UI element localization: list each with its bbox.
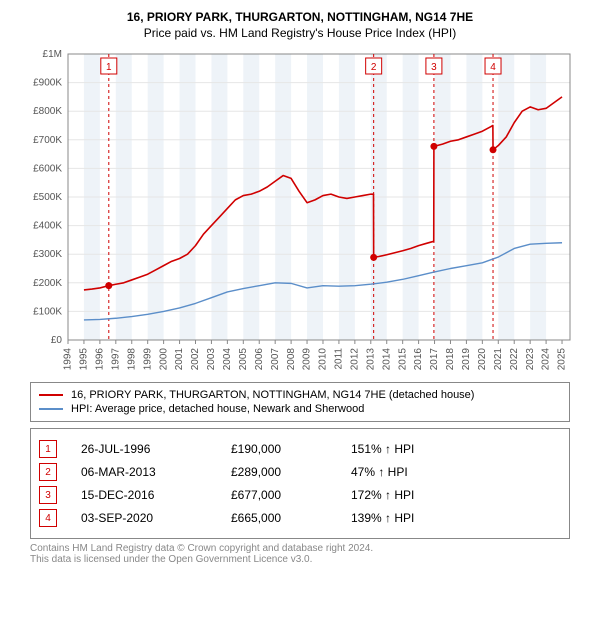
transaction-row: 4 03-SEP-2020£665,000139% ↑ HPI — [39, 509, 561, 527]
svg-text:2002: 2002 — [190, 348, 201, 371]
transaction-pct: 151% ↑ HPI — [351, 442, 501, 456]
transaction-row: 1 26-JUL-1996£190,000151% ↑ HPI — [39, 440, 561, 458]
svg-text:2008: 2008 — [286, 348, 297, 371]
svg-text:1: 1 — [106, 62, 112, 73]
svg-text:2021: 2021 — [493, 348, 504, 371]
svg-text:2012: 2012 — [349, 348, 360, 371]
svg-text:£700K: £700K — [33, 135, 62, 146]
transaction-date: 15-DEC-2016 — [81, 488, 231, 502]
svg-text:£100K: £100K — [33, 306, 62, 317]
svg-text:2011: 2011 — [334, 348, 345, 370]
transaction-marker: 3 — [39, 486, 57, 504]
svg-text:2001: 2001 — [174, 348, 185, 371]
chart-area: £0 £100K £200K £300K £400K £500K £600K £700K £80… — [20, 46, 580, 376]
transaction-pct: 172% ↑ HPI — [351, 488, 501, 502]
transaction-price: £190,000 — [231, 442, 351, 456]
svg-text:3: 3 — [431, 62, 437, 73]
price-chart-svg: £0 £100K £200K £300K £400K £500K £600K £700K £80… — [20, 46, 580, 376]
page-container: 16, PRIORY PARK, THURGARTON, NOTTINGHAM,… — [0, 0, 600, 573]
transaction-marker: 1 — [39, 440, 57, 458]
svg-text:£0: £0 — [51, 335, 63, 346]
chart-title-sub: Price paid vs. HM Land Registry's House … — [8, 26, 592, 40]
transactions-table: 1 26-JUL-1996£190,000151% ↑ HPI 2 06-MAR-20… — [30, 428, 570, 539]
svg-text:2007: 2007 — [270, 348, 281, 371]
svg-text:2019: 2019 — [461, 348, 472, 371]
transaction-price: £289,000 — [231, 465, 351, 479]
transaction-marker: 2 — [39, 463, 57, 481]
legend-label: 16, PRIORY PARK, THURGARTON, NOTTINGHAM,… — [71, 389, 474, 401]
transaction-row: 2 06-MAR-2013£289,00047% ↑ HPI — [39, 463, 561, 481]
transaction-date: 26-JUL-1996 — [81, 442, 231, 456]
svg-text:2024: 2024 — [541, 348, 552, 371]
svg-text:2004: 2004 — [222, 348, 233, 371]
transaction-price: £665,000 — [231, 511, 351, 525]
svg-text:£1M: £1M — [43, 49, 62, 60]
svg-text:2018: 2018 — [445, 348, 456, 371]
svg-text:£500K: £500K — [33, 192, 62, 203]
svg-text:2000: 2000 — [158, 348, 169, 371]
svg-text:2013: 2013 — [365, 348, 376, 371]
transaction-pct: 139% ↑ HPI — [351, 511, 501, 525]
legend-label: HPI: Average price, detached house, Newa… — [71, 403, 364, 415]
footer-line-1: Contains HM Land Registry data © Crown c… — [30, 543, 570, 554]
svg-text:2010: 2010 — [318, 348, 329, 371]
svg-text:2015: 2015 — [397, 348, 408, 371]
svg-text:1994: 1994 — [63, 348, 74, 371]
chart-title-address: 16, PRIORY PARK, THURGARTON, NOTTINGHAM,… — [8, 10, 592, 24]
legend-box: 16, PRIORY PARK, THURGARTON, NOTTINGHAM,… — [30, 382, 570, 422]
svg-text:2023: 2023 — [525, 348, 536, 371]
svg-text:£300K: £300K — [33, 249, 62, 260]
svg-text:2005: 2005 — [238, 348, 249, 371]
transaction-row: 3 15-DEC-2016£677,000172% ↑ HPI — [39, 486, 561, 504]
transaction-date: 03-SEP-2020 — [81, 511, 231, 525]
footer-line-2: This data is licensed under the Open Gov… — [30, 554, 570, 565]
svg-text:2025: 2025 — [557, 348, 568, 371]
svg-text:£400K: £400K — [33, 221, 62, 232]
legend-row: HPI: Average price, detached house, Newa… — [39, 403, 561, 415]
svg-text:£200K: £200K — [33, 278, 62, 289]
transaction-marker: 4 — [39, 509, 57, 527]
svg-text:£800K: £800K — [33, 106, 62, 117]
svg-text:2014: 2014 — [381, 348, 392, 371]
transaction-price: £677,000 — [231, 488, 351, 502]
svg-text:1995: 1995 — [79, 348, 90, 371]
svg-text:2016: 2016 — [413, 348, 424, 371]
svg-text:2020: 2020 — [477, 348, 488, 371]
svg-text:2017: 2017 — [429, 348, 440, 371]
svg-text:1998: 1998 — [126, 348, 137, 371]
svg-text:£600K: £600K — [33, 163, 62, 174]
legend-swatch — [39, 394, 63, 396]
svg-text:2003: 2003 — [206, 348, 217, 371]
svg-text:2006: 2006 — [254, 348, 265, 371]
svg-text:£900K: £900K — [33, 78, 62, 89]
transaction-pct: 47% ↑ HPI — [351, 465, 501, 479]
svg-text:4: 4 — [490, 62, 496, 73]
svg-text:1997: 1997 — [110, 348, 121, 371]
chart-titles: 16, PRIORY PARK, THURGARTON, NOTTINGHAM,… — [8, 10, 592, 40]
svg-text:2009: 2009 — [302, 348, 313, 371]
legend-row: 16, PRIORY PARK, THURGARTON, NOTTINGHAM,… — [39, 389, 561, 401]
svg-text:1999: 1999 — [142, 348, 153, 371]
legend-swatch — [39, 408, 63, 410]
transaction-date: 06-MAR-2013 — [81, 465, 231, 479]
svg-text:2: 2 — [371, 62, 377, 73]
svg-text:1996: 1996 — [95, 348, 106, 371]
svg-text:2022: 2022 — [509, 348, 520, 371]
footer-attribution: Contains HM Land Registry data © Crown c… — [30, 543, 570, 565]
